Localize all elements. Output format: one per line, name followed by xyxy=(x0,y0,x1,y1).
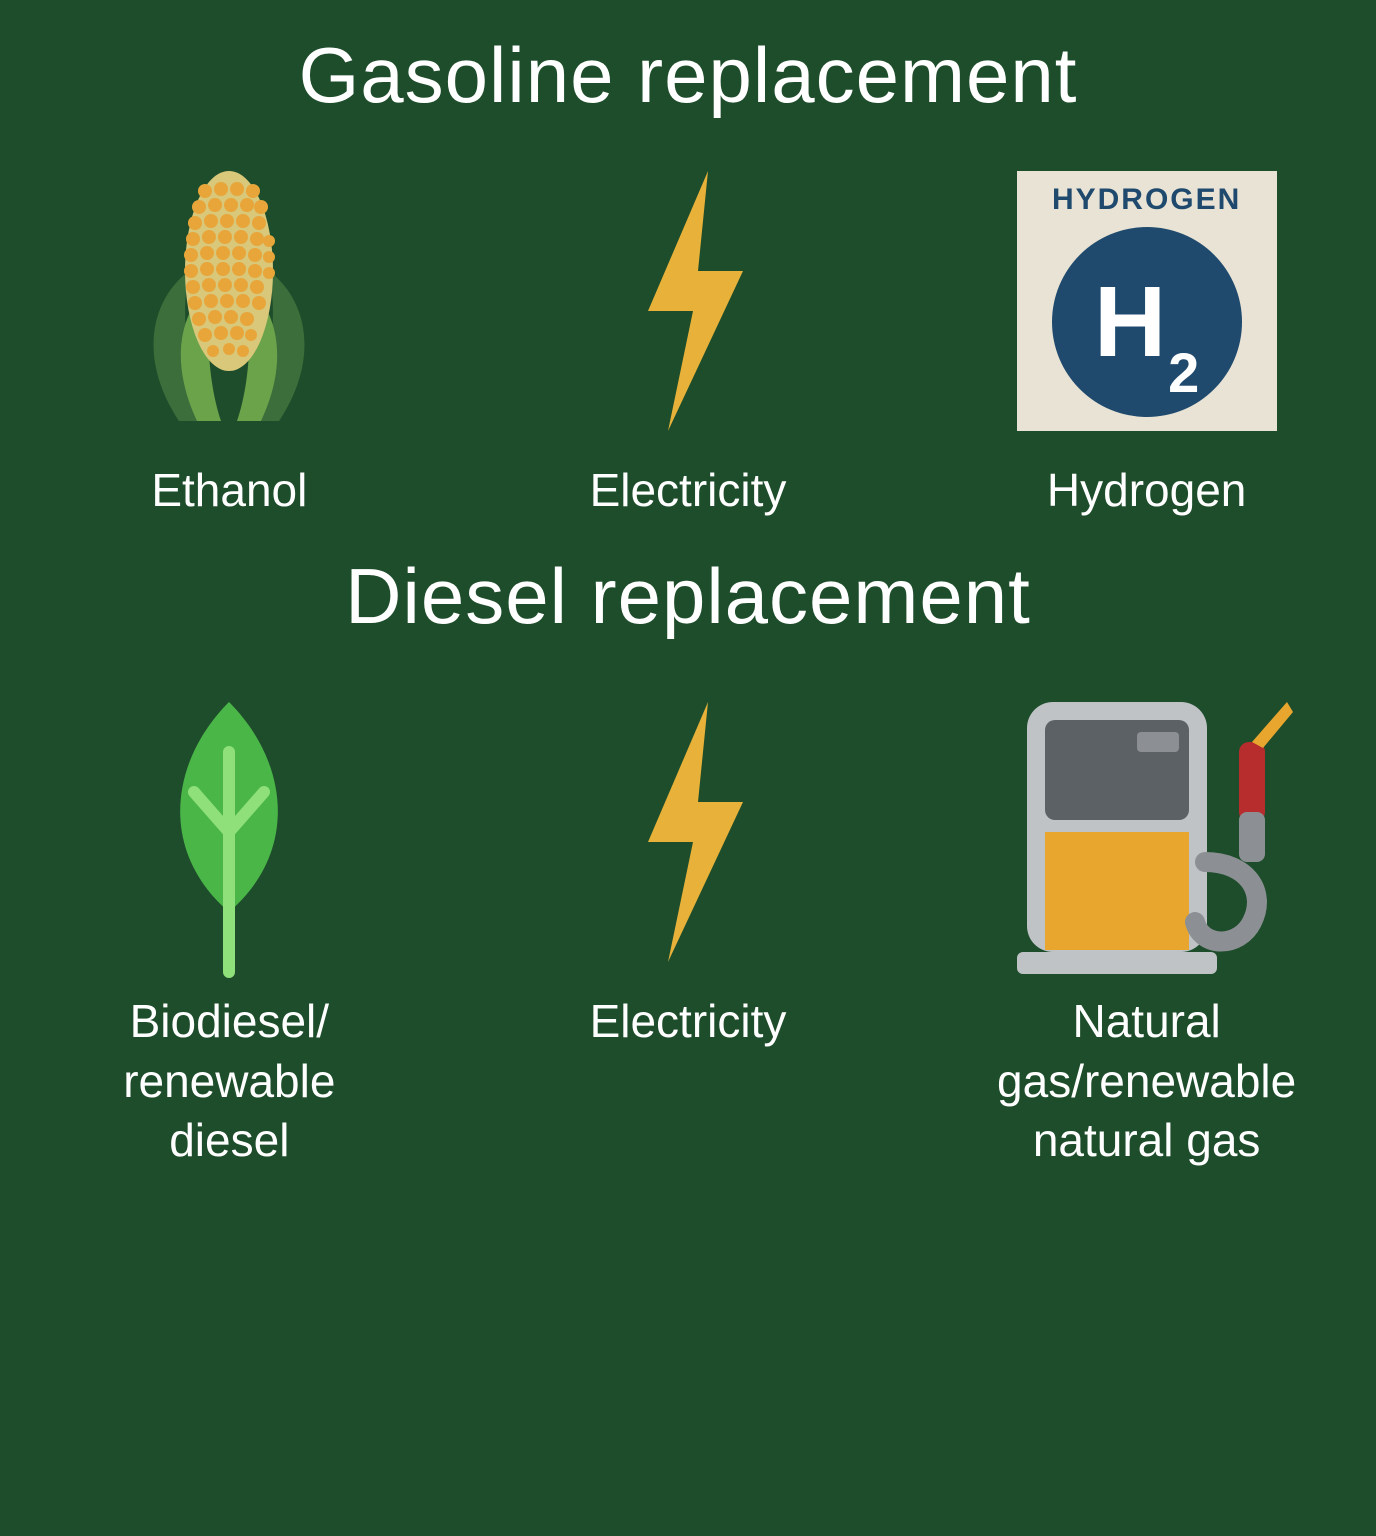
item-electricity-diesel: Electricity xyxy=(461,692,915,1052)
item-naturalgas: Natural gas/renewable natural gas xyxy=(920,692,1374,1171)
corn-icon xyxy=(119,161,339,441)
fuel-pump-icon xyxy=(987,692,1307,972)
item-biodiesel: Biodiesel/ renewable diesel xyxy=(2,692,456,1171)
h2-icon: HYDROGEN H 2 xyxy=(1017,161,1277,441)
diesel-title: Diesel replacement xyxy=(345,551,1031,642)
gasoline-title: Gasoline replacement xyxy=(299,30,1078,121)
biodiesel-label: Biodiesel/ renewable diesel xyxy=(123,992,335,1171)
gasoline-row: Ethanol Electricity HYDROGEN H 2 Hydroge… xyxy=(0,161,1376,521)
ethanol-label: Ethanol xyxy=(151,461,307,521)
naturalgas-label: Natural gas/renewable natural gas xyxy=(997,992,1296,1171)
h2-card-toptext: HYDROGEN xyxy=(1052,183,1241,217)
diesel-row: Biodiesel/ renewable diesel Electricity xyxy=(0,692,1376,1171)
hydrogen-label: Hydrogen xyxy=(1047,461,1246,521)
item-hydrogen: HYDROGEN H 2 Hydrogen xyxy=(920,161,1374,521)
item-ethanol: Ethanol xyxy=(2,161,456,521)
leaf-icon xyxy=(119,692,339,972)
item-electricity-gas: Electricity xyxy=(461,161,915,521)
h2-big: H xyxy=(1094,272,1166,372)
h2-sub: 2 xyxy=(1168,340,1199,405)
bolt-icon xyxy=(598,692,778,972)
bolt-icon xyxy=(598,161,778,441)
electricity-diesel-label: Electricity xyxy=(590,992,787,1052)
electricity-gas-label: Electricity xyxy=(590,461,787,521)
